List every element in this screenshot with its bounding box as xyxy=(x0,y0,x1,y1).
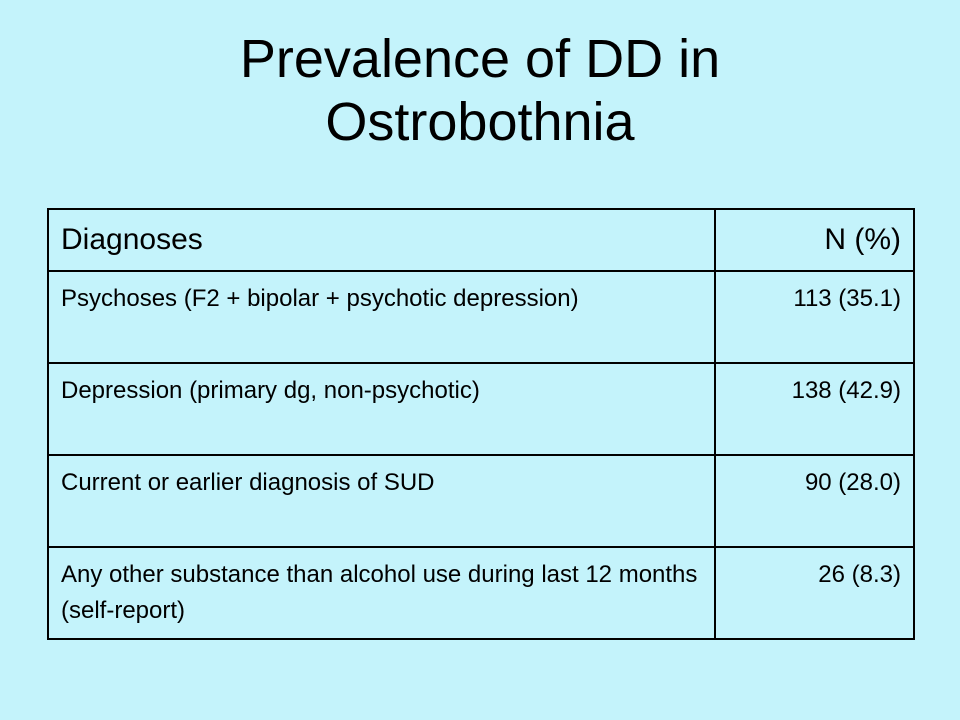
row-value: 113 (35.1) xyxy=(714,270,915,364)
diagnoses-table: Diagnoses N (%) Psychoses (F2 + bipolar … xyxy=(47,208,915,640)
table-row: Depression (primary dg, non-psychotic) 1… xyxy=(47,362,915,456)
row-value: 26 (8.3) xyxy=(714,546,915,640)
header-n-percent: N (%) xyxy=(714,208,915,272)
slide-title-line-2: Ostrobothnia xyxy=(325,92,635,152)
row-diagnosis: Psychoses (F2 + bipolar + psychotic depr… xyxy=(47,270,716,364)
slide-title-line-1: Prevalence of DD in xyxy=(239,29,721,89)
header-diagnoses: Diagnoses xyxy=(47,208,716,272)
slide-title: Prevalence of DD in Ostrobothnia xyxy=(0,28,960,154)
row-diagnosis: Any other substance than alcohol use dur… xyxy=(47,546,716,640)
table-row: Psychoses (F2 + bipolar + psychotic depr… xyxy=(47,270,915,364)
table-header-row: Diagnoses N (%) xyxy=(47,208,915,272)
table-row: Current or earlier diagnosis of SUD 90 (… xyxy=(47,454,915,548)
table-row: Any other substance than alcohol use dur… xyxy=(47,546,915,640)
row-diagnosis: Current or earlier diagnosis of SUD xyxy=(47,454,716,548)
row-value: 138 (42.9) xyxy=(714,362,915,456)
row-diagnosis: Depression (primary dg, non-psychotic) xyxy=(47,362,716,456)
row-value: 90 (28.0) xyxy=(714,454,915,548)
